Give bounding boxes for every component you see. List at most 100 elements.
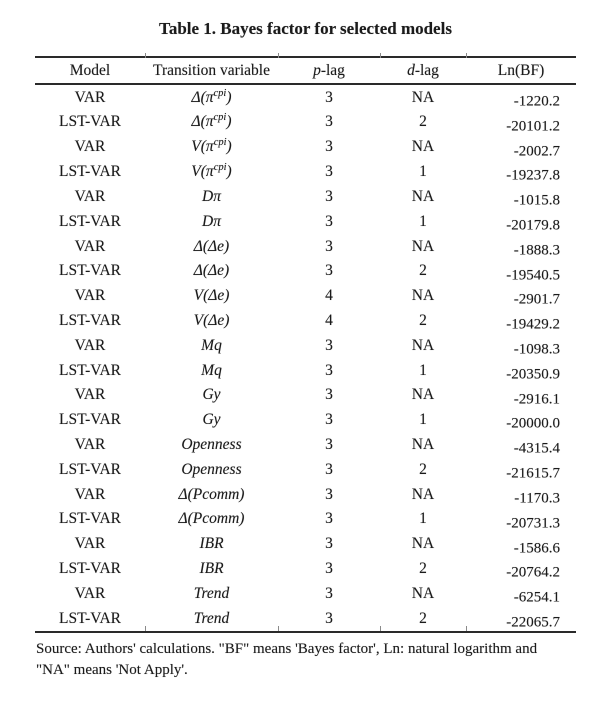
- table-row: VAR Δ(Δe) 3 NA -1888.3: [35, 234, 576, 259]
- ln-bf-cell: -19237.8: [506, 167, 560, 184]
- transition-variable-text: Openness: [181, 436, 242, 454]
- transition-variable-cell: V(πcpi): [145, 137, 278, 155]
- p-lag-cell: 3: [325, 187, 333, 205]
- p-lag-cell: 4: [325, 287, 333, 305]
- ln-bf-cell: -20764.2: [506, 564, 560, 581]
- p-lag-cell: 3: [325, 237, 333, 255]
- transition-variable-cell: Δ(πcpi): [145, 87, 278, 106]
- table-row: VAR V(πcpi) 3 NA -2002.7: [35, 135, 576, 160]
- transition-variable-cell: V(Δe): [145, 313, 278, 329]
- model-cell: LST-VAR: [58, 113, 122, 131]
- header-model: Model: [69, 61, 111, 79]
- transition-variable-text: Mq: [201, 336, 222, 354]
- ln-bf-cell: -19540.5: [506, 267, 560, 284]
- header-transition-variable: Transition variable: [153, 61, 270, 79]
- p-lag-cell: 3: [325, 510, 333, 528]
- model-cell: LST-VAR: [58, 411, 122, 429]
- column-tick: [145, 53, 146, 58]
- table-row: VAR Openness 3 NA -4315.4: [35, 432, 576, 457]
- transition-variable-cell: Dπ: [145, 213, 278, 230]
- p-lag-cell: 3: [325, 584, 333, 602]
- table-row: LST-VAR V(Δe) 4 2 -19429.2: [35, 308, 576, 333]
- d-lag-cell: 1: [419, 510, 427, 528]
- transition-variable-text: Trend: [193, 609, 230, 627]
- table-row: VAR Dπ 3 NA -1015.8: [35, 184, 576, 209]
- d-lag-cell: NA: [411, 436, 435, 454]
- d-lag-cell: NA: [411, 336, 435, 354]
- column-tick: [380, 53, 381, 58]
- ln-bf-cell: -1888.3: [513, 242, 560, 259]
- table-row: LST-VAR Δ(Pcomm) 3 1 -20731.3: [35, 507, 576, 532]
- table-row: VAR Mq 3 NA -1098.3: [35, 333, 576, 358]
- table-row: LST-VAR Δ(πcpi) 3 2 -20101.2: [35, 110, 576, 135]
- column-tick: [278, 53, 279, 58]
- table-row: LST-VAR Δ(Δe) 3 2 -19540.5: [35, 259, 576, 284]
- d-lag-cell: 2: [419, 113, 427, 131]
- transition-variable-text: Trend: [193, 584, 230, 602]
- p-lag-cell: 3: [325, 88, 333, 106]
- transition-variable-cell: Trend: [145, 586, 278, 602]
- d-lag-cell: NA: [411, 138, 435, 156]
- table-body: VAR Δ(πcpi) 3 NA -1220.2 LST-VAR Δ(πcpi) 3 2 -201…: [35, 85, 576, 631]
- ln-bf-cell: -6254.1: [513, 589, 560, 606]
- table-row: LST-VAR Trend 3 2 -22065.7: [35, 606, 576, 631]
- ln-bf-cell: -21615.7: [506, 465, 560, 482]
- d-lag-cell: 2: [419, 560, 427, 578]
- d-lag-cell: 2: [419, 460, 427, 478]
- d-lag-cell: NA: [411, 535, 435, 553]
- transition-variable-superscript: cpi: [213, 161, 227, 173]
- transition-variable-cell: IBR: [145, 536, 278, 552]
- model-cell: VAR: [74, 386, 106, 404]
- table-row: VAR Δ(πcpi) 3 NA -1220.2: [35, 85, 576, 110]
- model-cell: VAR: [74, 584, 106, 602]
- table-row: VAR Δ(Pcomm) 3 NA -1170.3: [35, 482, 576, 507]
- model-cell: LST-VAR: [58, 212, 122, 230]
- d-lag-suffix: -lag: [414, 61, 439, 79]
- d-lag-cell: NA: [411, 584, 435, 602]
- d-lag-cell: 1: [419, 411, 427, 429]
- ln-bf-cell: -20000.0: [506, 415, 560, 432]
- p-lag-cell: 3: [325, 485, 333, 503]
- model-cell: LST-VAR: [58, 460, 122, 478]
- transition-variable-cell: Δ(Pcomm): [145, 486, 278, 503]
- table-row: VAR IBR 3 NA -1586.6: [35, 532, 576, 557]
- d-lag-cell: NA: [411, 485, 435, 503]
- table-row: LST-VAR Gy 3 1 -20000.0: [35, 408, 576, 433]
- transition-variable-cell: Gy: [145, 387, 278, 403]
- p-lag-suffix: -lag: [320, 61, 345, 79]
- model-cell: VAR: [74, 237, 106, 255]
- p-lag-cell: 3: [325, 262, 333, 280]
- ln-bf-cell: -22065.7: [506, 614, 560, 631]
- table-header-row: Model Transition variable p-lag d-lag Ln…: [35, 58, 576, 85]
- model-cell: VAR: [74, 485, 106, 503]
- table-row: LST-VAR Mq 3 1 -20350.9: [35, 358, 576, 383]
- model-cell: LST-VAR: [58, 262, 122, 280]
- transition-variable-text: IBR: [199, 560, 224, 578]
- transition-variable-text: V(π: [191, 163, 214, 181]
- model-cell: VAR: [74, 138, 106, 156]
- transition-variable-cell: Openness: [145, 437, 278, 453]
- model-cell: LST-VAR: [58, 560, 122, 578]
- transition-variable-superscript: cpi: [213, 87, 227, 99]
- p-lag-cell: 3: [325, 113, 333, 131]
- column-tick: [466, 625, 467, 631]
- p-lag-cell: 4: [325, 311, 333, 329]
- transition-variable-superscript: cpi: [213, 137, 227, 149]
- ln-bf-cell: -19429.2: [506, 316, 560, 333]
- transition-variable-text: Δ(π: [191, 88, 214, 106]
- p-lag-cell: 3: [325, 411, 333, 429]
- table-row: LST-VAR Dπ 3 1 -20179.8: [35, 209, 576, 234]
- model-cell: VAR: [74, 336, 106, 354]
- ln-bf-cell: -2901.7: [513, 291, 560, 308]
- model-cell: LST-VAR: [58, 163, 122, 181]
- p-lag-cell: 3: [325, 460, 333, 478]
- p-lag-symbol: p: [313, 61, 321, 79]
- table-row: LST-VAR V(πcpi) 3 1 -19237.8: [35, 159, 576, 184]
- column-tick: [278, 625, 279, 631]
- table-title: Table 1. Bayes factor for selected model…: [159, 19, 452, 38]
- transition-variable-cell: Gy: [145, 412, 278, 428]
- p-lag-cell: 3: [325, 386, 333, 404]
- model-cell: VAR: [74, 187, 106, 205]
- transition-variable-text: IBR: [199, 535, 224, 553]
